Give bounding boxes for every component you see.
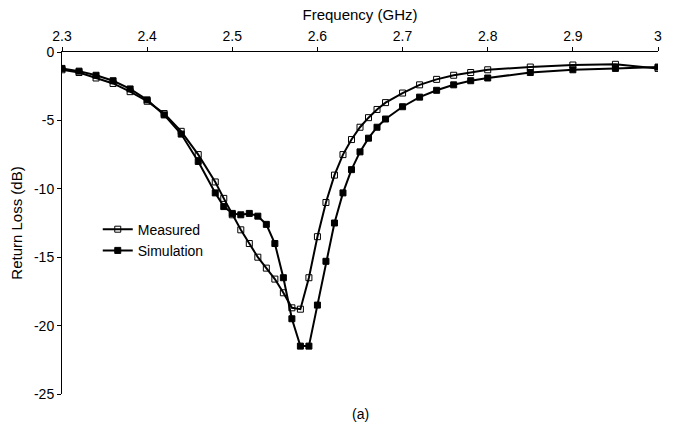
svg-text:2.4: 2.4 [137, 28, 157, 44]
svg-text:Frequency (GHz): Frequency (GHz) [302, 6, 417, 23]
svg-text:-15: -15 [34, 249, 54, 265]
svg-text:(a): (a) [352, 406, 369, 422]
svg-text:-10: -10 [34, 181, 54, 197]
svg-text:-5: -5 [42, 112, 55, 128]
svg-text:-20: -20 [34, 318, 54, 334]
svg-text:2.9: 2.9 [563, 28, 583, 44]
svg-text:3: 3 [654, 28, 662, 44]
svg-text:2.7: 2.7 [393, 28, 413, 44]
svg-text:2.8: 2.8 [478, 28, 498, 44]
svg-text:Simulation: Simulation [138, 243, 203, 259]
svg-text:-25: -25 [34, 386, 54, 402]
svg-text:2.5: 2.5 [223, 28, 243, 44]
svg-text:Return Loss (dB): Return Loss (dB) [8, 166, 25, 279]
svg-text:0: 0 [46, 44, 54, 60]
svg-text:2.6: 2.6 [308, 28, 328, 44]
svg-text:Measured: Measured [138, 222, 200, 238]
svg-text:2.3: 2.3 [52, 28, 72, 44]
